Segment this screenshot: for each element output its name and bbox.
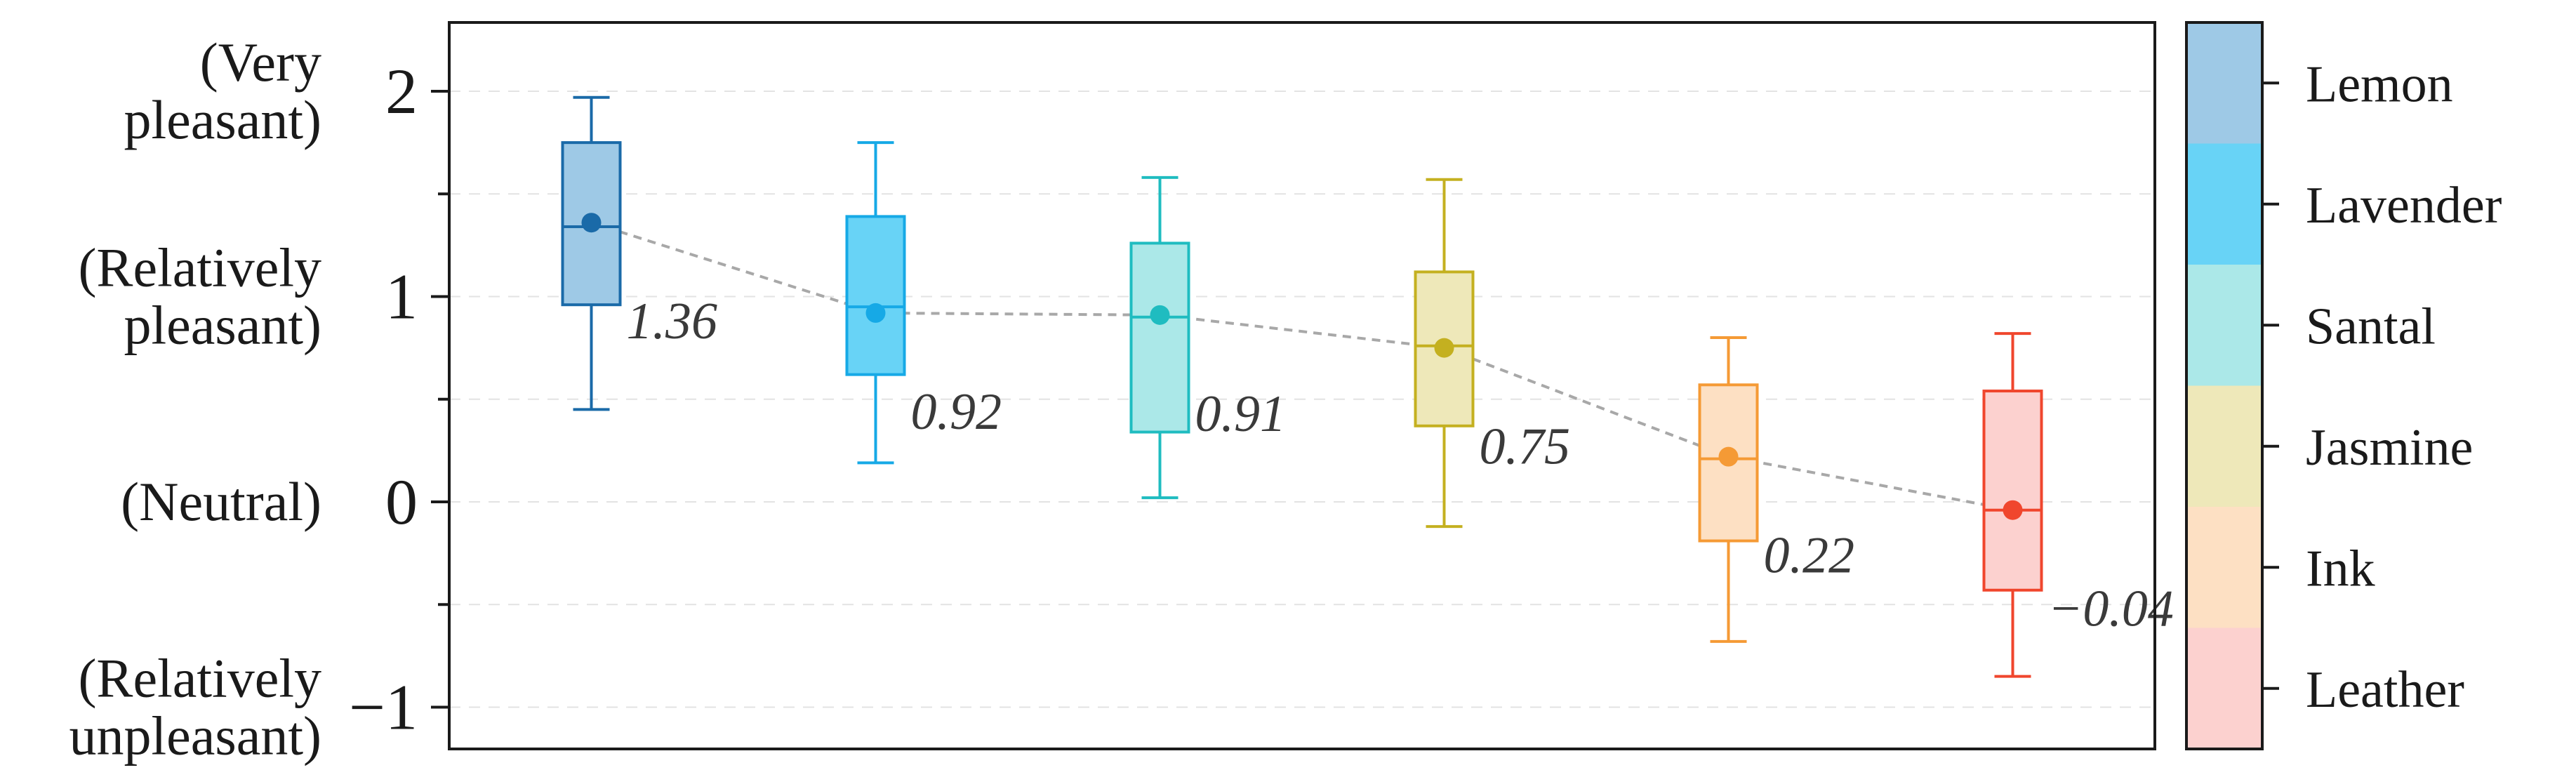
color-bar-segment <box>2186 385 2262 507</box>
mean-value-label: 0.22 <box>1764 527 1855 585</box>
color-bar-segment <box>2186 628 2262 749</box>
color-bar-segment <box>2186 143 2262 265</box>
mean-value-label: 0.75 <box>1480 418 1571 476</box>
mean-value-label: 1.36 <box>627 293 718 350</box>
y-axis: 2(Verypleasant)1(Relativelypleasant)0(Ne… <box>69 32 449 766</box>
y-level-description: pleasant) <box>124 89 321 150</box>
box-iqr <box>1982 390 2043 592</box>
box-leather <box>1982 332 2043 678</box>
y-level-description: (Neutral) <box>121 471 321 532</box>
box-lemon <box>561 95 622 411</box>
grid-lines <box>449 91 2155 708</box>
y-tick-label: −1 <box>349 672 418 743</box>
y-level-description: unpleasant) <box>69 705 321 766</box>
mean-point <box>1434 338 1454 358</box>
y-tick-label: 1 <box>385 261 418 333</box>
mean-value-label: 0.92 <box>911 383 1002 441</box>
y-level-description: pleasant) <box>124 295 321 356</box>
mean-point <box>1718 446 1739 467</box>
y-tick-label: 2 <box>385 55 418 127</box>
box-iqr <box>1129 241 1190 434</box>
y-level-description: (Relatively <box>78 237 321 298</box>
color-bar-label: Santal <box>2306 298 2436 355</box>
color-bar-segment <box>2186 265 2262 386</box>
color-bar-label: Lavender <box>2306 177 2502 234</box>
y-tick-label: 0 <box>385 466 418 538</box>
color-bar-label: Lemon <box>2306 55 2453 113</box>
box-jasmine <box>1414 178 1475 529</box>
mean-trend-polyline <box>590 221 2013 512</box>
color-bar-legend: Lemon Lavender Santal Jasmine Ink Leather <box>2185 21 2502 750</box>
color-bar-segment <box>2186 507 2262 628</box>
mean-point <box>1150 305 1170 325</box>
color-bar-label: Jasmine <box>2306 419 2473 477</box>
box-iqr <box>845 215 906 376</box>
box-ink <box>1698 336 1759 643</box>
boxes <box>561 95 2043 678</box>
mean-value-label: −0.04 <box>2048 580 2174 638</box>
color-bar-segment <box>2186 22 2262 144</box>
mean-point <box>865 303 886 323</box>
color-bar-label: Ink <box>2306 540 2375 597</box>
y-level-description: (Very <box>200 32 321 93</box>
mean-point <box>581 213 602 233</box>
box-lavender <box>845 141 906 465</box>
color-bar-label: Leather <box>2306 661 2464 719</box>
mean-value-label: 0.91 <box>1195 385 1287 443</box>
mean-point <box>2003 500 2023 520</box>
mean-trend-line <box>590 221 2013 512</box>
plot-frame <box>448 21 2156 750</box>
color-bar-frame <box>2185 21 2264 750</box>
data-labels: 1.36 0.92 0.91 0.75 0.22 −0.04 <box>627 293 2174 638</box>
box-santal <box>1129 175 1190 500</box>
y-level-description: (Relatively <box>78 648 321 709</box>
